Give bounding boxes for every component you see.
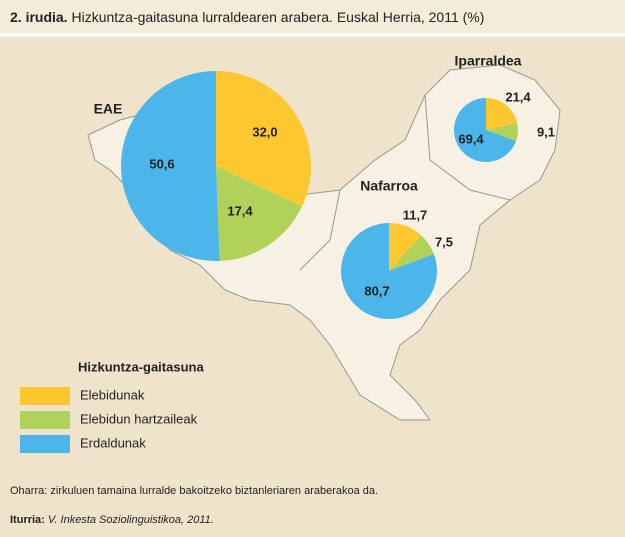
pie-title: Nafarroa (360, 178, 418, 194)
pie-slice (389, 223, 422, 271)
legend-swatch (20, 387, 70, 405)
legend-label: Erdaldunak (80, 435, 146, 450)
data-label: 32,0 (252, 124, 277, 139)
data-label: 50,6 (149, 156, 174, 171)
pie-slice (341, 223, 437, 320)
pie-slice (216, 166, 302, 261)
legend-swatch (20, 435, 70, 453)
pie-title: Iparraldea (455, 53, 522, 69)
pie-slice (389, 235, 434, 271)
pie-slice (486, 122, 519, 141)
data-label: 17,4 (227, 203, 253, 218)
data-label: 21,4 (505, 89, 531, 104)
note: Oharra: zirkuluen tamaina lurralde bakoi… (10, 485, 378, 497)
data-label: 69,4 (458, 131, 484, 146)
header: 2. irudia. Hizkuntza-gaitasuna lurraldea… (10, 9, 484, 25)
pie-title: EAE (94, 101, 123, 117)
source-label: Iturria: (10, 514, 45, 526)
header-label: 2. irudia. (10, 9, 68, 25)
header-band (0, 0, 625, 33)
legend-title: Hizkuntza-gaitasuna (78, 359, 204, 374)
data-label: 9,1 (537, 124, 555, 139)
legend-label: Elebidunak (80, 387, 145, 402)
data-label: 7,5 (435, 234, 453, 249)
header-title: Hizkuntza-gaitasuna lurraldearen arabera… (71, 9, 484, 25)
pie-slice (486, 98, 518, 130)
legend-label: Elebidun hartzaileak (80, 411, 198, 426)
source: Iturria: V. Inkesta Soziolinguistikoa, 2… (10, 514, 214, 526)
legend-swatch (20, 411, 70, 429)
data-label: 80,7 (364, 283, 389, 298)
pie-slice (120, 71, 220, 261)
source-text: V. Inkesta Soziolinguistikoa, 2011. (48, 514, 214, 526)
data-label: 11,7 (403, 207, 428, 222)
pie-slice (453, 98, 517, 162)
pie-slice (216, 71, 312, 207)
